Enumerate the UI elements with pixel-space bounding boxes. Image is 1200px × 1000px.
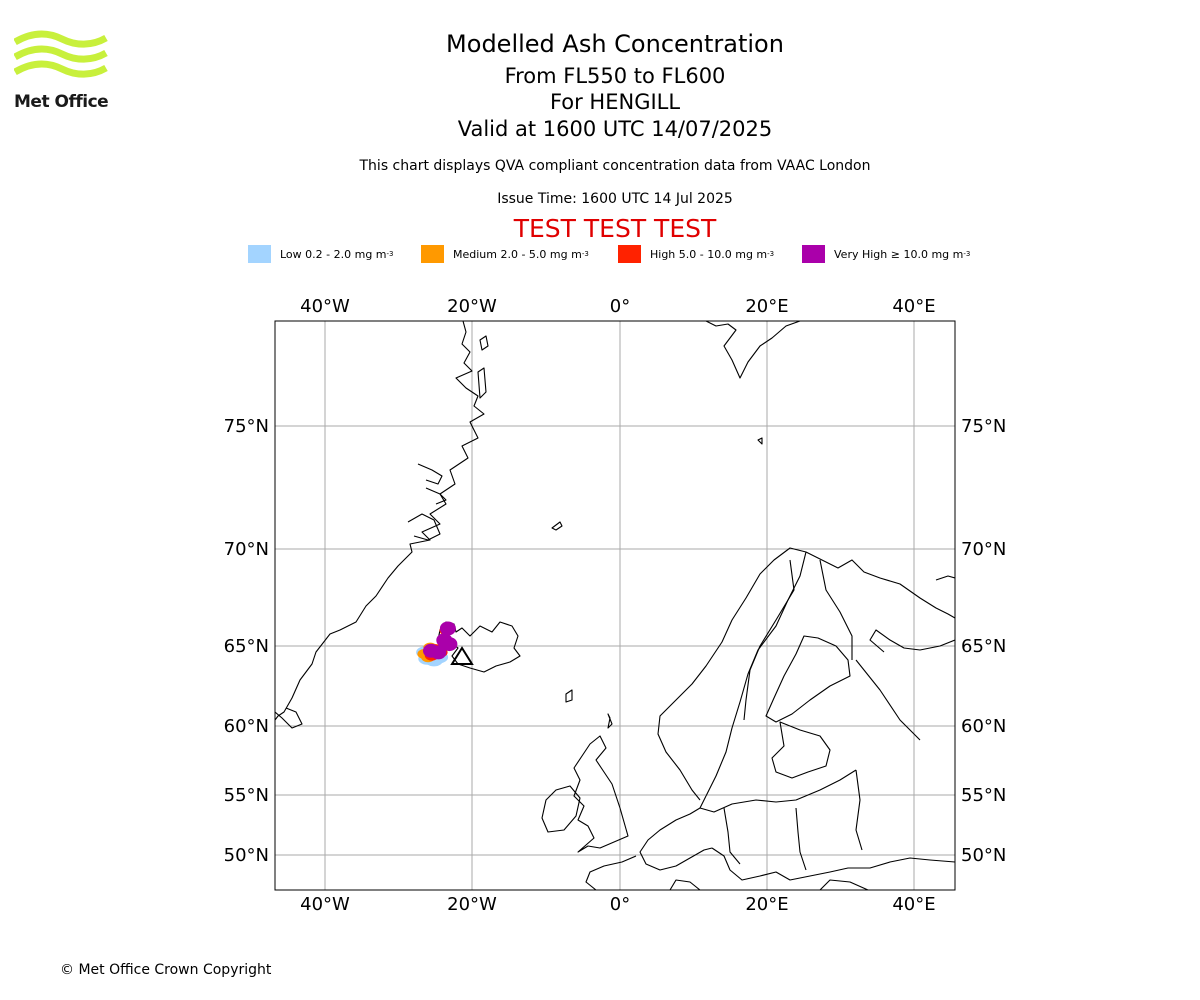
lon-label-top-20e: 20°E [745, 296, 788, 317]
great-britain [573, 735, 629, 853]
greenland-coast [275, 321, 485, 721]
legend-unit-exp-very-high: -3 [963, 250, 971, 258]
legend-item-high: High 5.0 - 10.0 mg m -3 [618, 244, 774, 264]
shetland-islands [607, 713, 613, 729]
scandinavia [657, 547, 955, 801]
russia-border [855, 659, 921, 741]
issue-time: Issue Time: 1600 UTC 14 Jul 2025 [497, 191, 733, 207]
kola-coast [869, 629, 955, 653]
southern-borders [819, 879, 869, 890]
faroe-islands [565, 689, 573, 703]
legend-label-high: High 5.0 - 10.0 mg m [650, 247, 768, 261]
jan-mayen [551, 521, 563, 531]
volcano-name: For HENGILL [549, 90, 681, 114]
legend-unit-exp-high: -3 [767, 250, 775, 258]
legend-swatch-low [248, 245, 271, 263]
coastlines [275, 321, 955, 890]
graticule [275, 321, 955, 890]
continent-coast [639, 807, 713, 871]
sweden-coast [705, 551, 807, 797]
test-banner: TEST TEST TEST [513, 214, 717, 243]
logo-wordmark: Met Office [14, 92, 109, 112]
valid-time: Valid at 1600 UTC 14/07/2025 [457, 117, 773, 141]
legend-label-low: Low 0.2 - 2.0 mg m [280, 247, 387, 261]
lat-label-left-55n: 55°N [224, 785, 269, 806]
central-europe-borders [711, 847, 955, 881]
latitude-labels-right: 75°N 70°N 65°N 60°N 55°N 50°N [961, 416, 1006, 866]
legend-item-low: Low 0.2 - 2.0 mg m -3 [248, 244, 394, 264]
ash-cell-very-high [430, 645, 447, 660]
legend-unit-exp-medium: -3 [581, 250, 589, 258]
lat-label-right-70n: 70°N [961, 539, 1006, 560]
gulf-of-bothnia [765, 635, 851, 723]
legend-swatch-high [618, 245, 641, 263]
southern-borders [669, 879, 701, 890]
copyright-notice: © Met Office Crown Copyright [60, 962, 272, 978]
lon-label-bottom-40e: 40°E [892, 894, 935, 915]
greenland-fjord [407, 513, 441, 541]
lon-label-top-0: 0° [610, 296, 630, 317]
legend-label-medium: Medium 2.0 - 5.0 mg m [453, 247, 582, 261]
lat-label-left-60n: 60°N [224, 716, 269, 737]
greenland-fjord [425, 487, 447, 505]
lat-label-left-65n: 65°N [224, 636, 269, 657]
ireland [541, 785, 581, 833]
lat-label-right-75n: 75°N [961, 416, 1006, 437]
longitude-labels-bottom: 40°W 20°W 0° 20°E 40°E [300, 894, 935, 915]
lon-label-bottom-20w: 20°W [447, 894, 497, 915]
lat-label-right-60n: 60°N [961, 716, 1006, 737]
legend-swatch-very-high [802, 245, 825, 263]
lat-label-left-75n: 75°N [224, 416, 269, 437]
lon-label-top-20w: 20°W [447, 296, 497, 317]
greenland-fjord [477, 367, 487, 399]
ash-cell-very-high [439, 621, 456, 636]
lon-label-bottom-40w: 40°W [300, 894, 350, 915]
legend-unit-exp-low: -3 [386, 250, 394, 258]
ash-cell-very-high [441, 637, 458, 652]
chart-title: Modelled Ash Concentration [446, 30, 784, 58]
met-office-wave-icon [13, 30, 108, 78]
svalbard [705, 321, 801, 379]
legend-label-very-high: Very High ≥ 10.0 mg m [834, 247, 964, 261]
longitude-labels-top: 40°W 20°W 0° 20°E 40°E [300, 296, 935, 317]
greenland-fjord [417, 463, 443, 485]
finland-border [819, 559, 853, 660]
legend-item-very-high: Very High ≥ 10.0 mg m -3 [802, 244, 970, 264]
belarus-border [855, 769, 863, 851]
volcano-marker-icon [450, 646, 474, 665]
france-coast [585, 855, 637, 890]
lat-label-right-50n: 50°N [961, 845, 1006, 866]
baltic-coast [699, 769, 857, 813]
lat-label-left-70n: 70°N [224, 539, 269, 560]
lat-label-right-65n: 65°N [961, 636, 1006, 657]
legend-item-medium: Medium 2.0 - 5.0 mg m -3 [421, 244, 589, 264]
kola-peninsula [935, 575, 955, 581]
lon-label-bottom-20e: 20°E [745, 894, 788, 915]
lon-label-top-40e: 40°E [892, 296, 935, 317]
norway-sweden-border [743, 559, 795, 721]
met-office-logo: Met Office [13, 30, 109, 112]
bear-island [757, 437, 763, 445]
germany-poland-border [723, 807, 741, 865]
baltic-states [771, 721, 831, 779]
lat-label-right-55n: 55°N [961, 785, 1006, 806]
poland-east-border [795, 807, 807, 871]
lon-label-bottom-0: 0° [610, 894, 630, 915]
greenland-fjord [479, 335, 489, 351]
flight-level-range: From FL550 to FL600 [504, 64, 726, 88]
greenland-south [275, 707, 303, 729]
ash-concentration-layer [416, 621, 458, 667]
lon-label-top-40w: 40°W [300, 296, 350, 317]
map-frame [274, 320, 956, 891]
legend-swatch-medium [421, 245, 444, 263]
latitude-labels-left: 75°N 70°N 65°N 60°N 55°N 50°N [224, 416, 269, 866]
data-source-note: This chart displays QVA compliant concen… [359, 158, 871, 174]
lat-label-left-50n: 50°N [224, 845, 269, 866]
